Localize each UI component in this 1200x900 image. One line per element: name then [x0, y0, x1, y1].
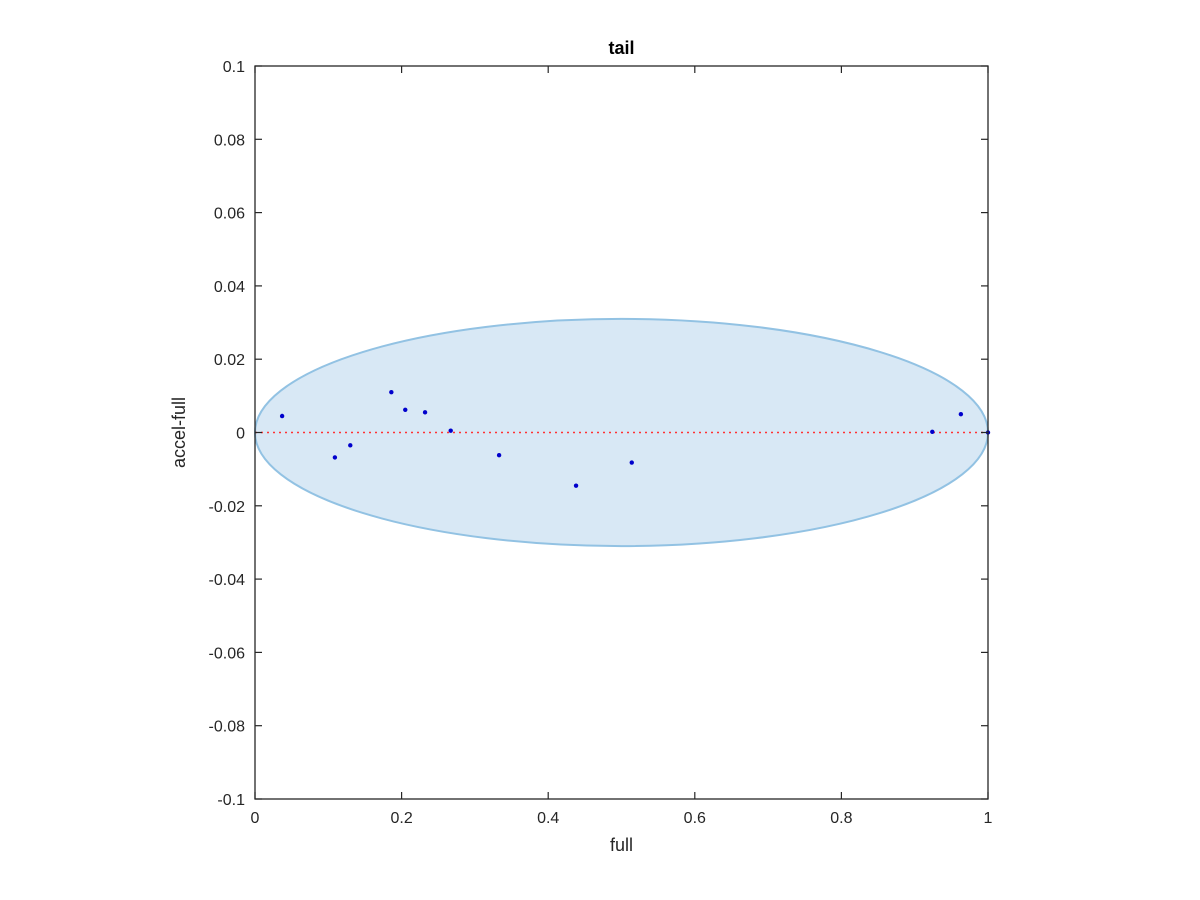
x-tick-label: 0.4	[537, 810, 559, 827]
x-tick-label: 0	[251, 810, 260, 827]
data-point	[422, 410, 428, 415]
chart-title: tail	[608, 38, 634, 58]
y-tick-label: 0.1	[223, 59, 245, 76]
data-point	[573, 483, 579, 488]
x-tick-label: 0.2	[390, 810, 412, 827]
data-point	[332, 455, 338, 460]
data-point	[403, 407, 408, 412]
y-tick-label: 0.06	[214, 206, 245, 223]
x-tick-label: 0.8	[830, 810, 852, 827]
y-tick-label: -0.08	[209, 719, 246, 736]
y-axis-label: accel-full	[169, 397, 189, 468]
x-axis-label: full	[610, 835, 633, 855]
x-tick-label: 0.6	[684, 810, 706, 827]
y-tick-label: 0.04	[214, 279, 245, 296]
y-tick-label: 0	[236, 426, 245, 443]
y-tick-label: -0.04	[209, 572, 246, 589]
data-point	[348, 443, 353, 448]
y-tick-label: -0.06	[209, 645, 246, 662]
data-point	[958, 411, 964, 417]
data-point	[930, 429, 935, 434]
y-tick-label: 0.02	[214, 352, 245, 369]
y-tick-label: -0.1	[217, 792, 245, 809]
data-point	[389, 389, 394, 395]
data-point	[279, 413, 285, 419]
data-point	[629, 460, 634, 465]
y-tick-label: -0.02	[209, 499, 246, 516]
x-tick-label: 1	[984, 810, 993, 827]
data-point	[496, 453, 502, 458]
y-tick-label: 0.08	[214, 132, 245, 149]
data-point	[448, 428, 453, 433]
